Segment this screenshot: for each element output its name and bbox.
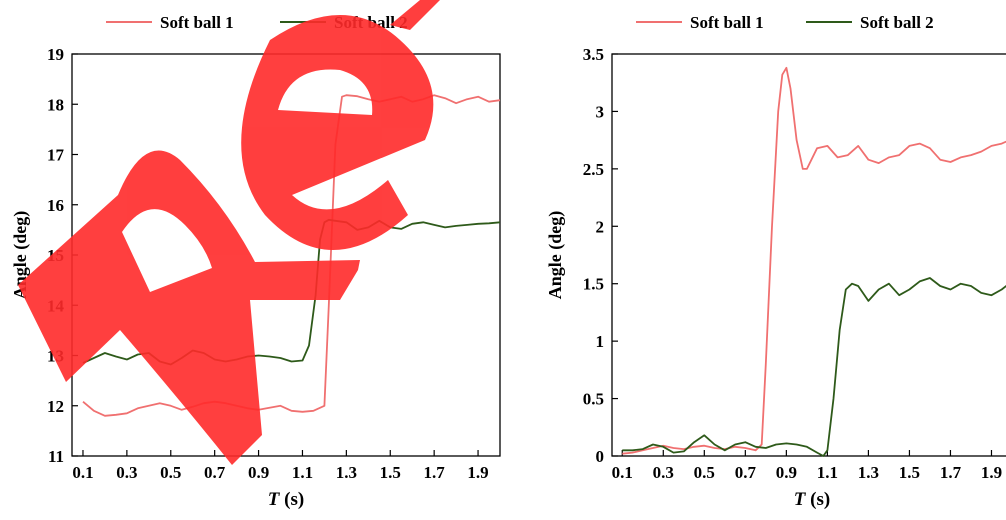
y-tick-label: 3.5 [583, 45, 604, 64]
x-tick-label: 0.5 [694, 463, 715, 482]
x-axis-label: T (s) [794, 489, 830, 510]
watermark-letter-e [241, 15, 434, 250]
x-axis-label-var: T [268, 489, 281, 510]
chart-right: Soft ball 1 Soft ball 2 0 0.5 1 1.5 2 2.5 3 3.5… [545, 13, 1006, 510]
x-tick-label: 0.1 [72, 463, 93, 482]
legend-label-soft-ball-2: Soft ball 2 [860, 13, 934, 32]
legend-label-soft-ball-1: Soft ball 1 [160, 13, 234, 32]
x-tick-label: 1.3 [858, 463, 879, 482]
x-tick-label: 0.3 [116, 463, 137, 482]
plot-frame [611, 53, 1006, 457]
y-tick-label: 2 [596, 217, 605, 236]
tick-layer: 0 0.5 1 1.5 2 2.5 3 3.5 0.1 0.3 0.5 0.7 0.9 1.1 1.3 1.5… [583, 45, 1002, 482]
x-tick-label: 0.9 [776, 463, 797, 482]
y-tick-label: 2.5 [583, 160, 604, 179]
y-tick-label: 16 [47, 196, 64, 215]
y-tick-label: 12 [47, 397, 64, 416]
series-line-soft-ball-2 [622, 277, 1006, 457]
x-tick-label: 0.1 [612, 463, 633, 482]
watermark [18, 0, 440, 465]
x-tick-label: 1.3 [336, 463, 357, 482]
x-axis-label: T (s) [268, 489, 304, 510]
x-tick-label: 1.7 [940, 463, 962, 482]
y-tick-label: 0.5 [583, 390, 604, 409]
y-tick-label: 17 [47, 146, 65, 165]
x-tick-label: 1.1 [817, 463, 838, 482]
x-axis-label-unit: (s) [279, 489, 304, 510]
y-tick-label: 3 [596, 102, 605, 121]
y-tick-label: 0 [596, 447, 605, 466]
x-tick-label: 1.9 [467, 463, 488, 482]
y-tick-label: 18 [47, 95, 64, 114]
y-axis-label: Angle (deg) [10, 211, 31, 300]
x-tick-label: 1.5 [899, 463, 920, 482]
x-tick-label: 1.9 [981, 463, 1002, 482]
x-tick-label: 1.1 [292, 463, 313, 482]
series-layer [622, 66, 1006, 457]
y-tick-label: 1.5 [583, 275, 604, 294]
x-axis-label-var: T [794, 489, 807, 510]
x-tick-label: 1.7 [424, 463, 446, 482]
y-tick-label: 11 [48, 447, 64, 466]
series-line-soft-ball-1 [622, 66, 1006, 455]
watermark-letter-r [18, 150, 360, 465]
x-tick-label: 0.9 [248, 463, 269, 482]
y-axis-label: Angle (deg) [545, 211, 566, 300]
y-tick-label: 1 [596, 332, 605, 351]
x-tick-label: 0.5 [160, 463, 181, 482]
y-tick-label: 19 [47, 45, 64, 64]
x-tick-label: 0.7 [735, 463, 757, 482]
legend: Soft ball 1 Soft ball 2 [636, 13, 934, 32]
watermark-letter-stroke [390, 0, 440, 30]
x-tick-label: 1.5 [380, 463, 401, 482]
x-tick-label: 0.3 [653, 463, 674, 482]
legend-label-soft-ball-1: Soft ball 1 [690, 13, 764, 32]
x-axis-label-unit: (s) [805, 489, 830, 510]
x-tick-label: 0.7 [204, 463, 226, 482]
